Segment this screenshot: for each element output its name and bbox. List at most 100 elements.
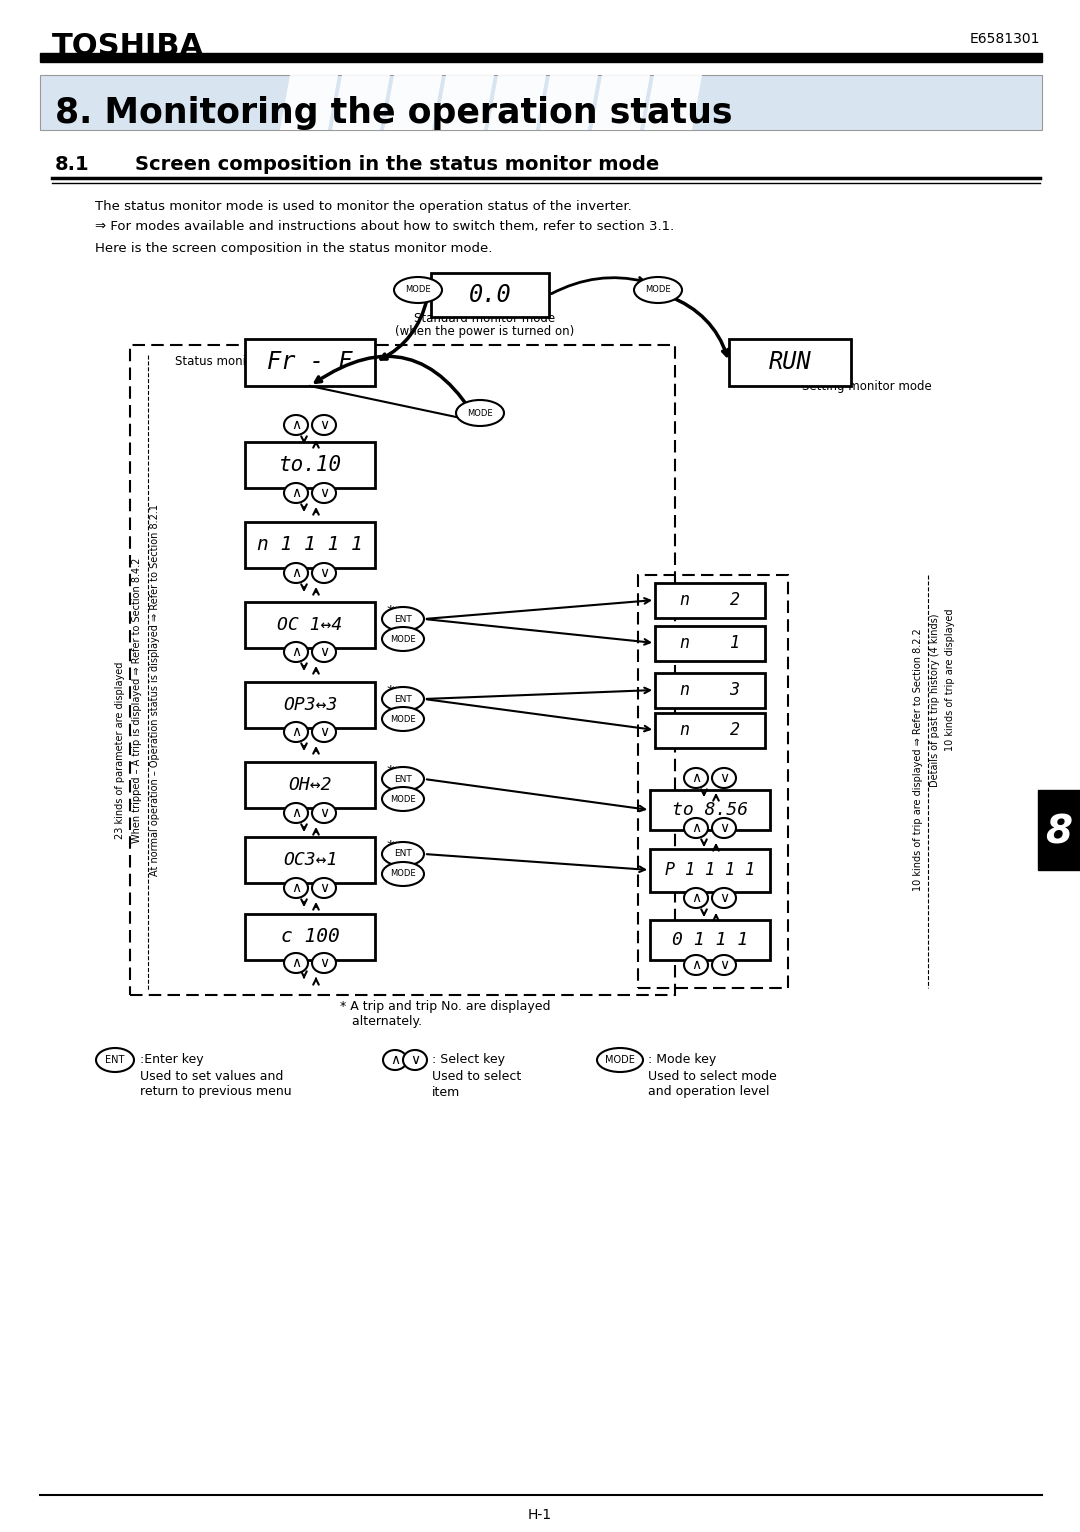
Text: ENT: ENT — [394, 775, 411, 783]
Text: ∧: ∧ — [691, 771, 701, 784]
Ellipse shape — [684, 889, 708, 908]
Polygon shape — [592, 75, 650, 130]
Ellipse shape — [284, 803, 308, 823]
Text: ENT: ENT — [394, 614, 411, 624]
Ellipse shape — [284, 642, 308, 662]
Bar — [245, 915, 375, 961]
Bar — [638, 574, 788, 988]
Text: ∧: ∧ — [390, 1052, 400, 1066]
Ellipse shape — [284, 483, 308, 502]
Text: n    2: n 2 — [680, 722, 740, 738]
Text: MODE: MODE — [390, 870, 416, 878]
Text: to.10: to.10 — [279, 455, 341, 475]
Text: MODE: MODE — [645, 285, 671, 294]
Ellipse shape — [684, 818, 708, 838]
Text: ∧: ∧ — [691, 821, 701, 835]
Ellipse shape — [312, 562, 336, 584]
Text: MODE: MODE — [468, 409, 492, 418]
Text: OC 1↔4: OC 1↔4 — [278, 616, 342, 634]
Text: MODE: MODE — [405, 285, 431, 294]
Ellipse shape — [383, 1049, 407, 1069]
Text: *: * — [387, 685, 394, 700]
Bar — [729, 339, 851, 386]
Ellipse shape — [382, 863, 424, 885]
Polygon shape — [384, 75, 442, 130]
Ellipse shape — [284, 562, 308, 584]
Text: ∨: ∨ — [410, 1052, 420, 1066]
Text: * A trip and trip No. are displayed
   alternately.: * A trip and trip No. are displayed alte… — [340, 1000, 551, 1028]
Ellipse shape — [382, 627, 424, 651]
Text: At normal operation – Operation status is displayed ⇒ Refer to Section 8.2.1: At normal operation – Operation status i… — [150, 504, 160, 876]
Text: ∨: ∨ — [719, 771, 729, 784]
Ellipse shape — [312, 722, 336, 741]
Text: E6581301: E6581301 — [970, 32, 1040, 46]
Ellipse shape — [394, 277, 442, 303]
Text: Details of past trip history (4 kinds): Details of past trip history (4 kinds) — [930, 613, 940, 787]
Ellipse shape — [96, 1048, 134, 1072]
Text: ∧: ∧ — [291, 881, 301, 895]
Ellipse shape — [684, 768, 708, 787]
Text: ∨: ∨ — [319, 565, 329, 581]
Ellipse shape — [312, 803, 336, 823]
Ellipse shape — [712, 768, 735, 787]
Bar — [650, 849, 770, 892]
Bar — [245, 339, 375, 386]
Text: n    2: n 2 — [680, 591, 740, 610]
Polygon shape — [540, 75, 598, 130]
Ellipse shape — [597, 1048, 643, 1072]
Text: *: * — [387, 764, 394, 780]
Text: MODE: MODE — [390, 634, 416, 643]
Text: Fr - F: Fr - F — [267, 349, 353, 374]
Text: 0.0: 0.0 — [469, 283, 511, 306]
Text: to 8.56: to 8.56 — [672, 801, 748, 820]
Ellipse shape — [284, 415, 308, 435]
Text: ENT: ENT — [394, 694, 411, 703]
Text: The status monitor mode is used to monitor the operation status of the inverter.: The status monitor mode is used to monit… — [95, 201, 632, 213]
Ellipse shape — [312, 483, 336, 502]
Text: n    1: n 1 — [680, 634, 740, 653]
Text: ENT: ENT — [394, 850, 411, 858]
Text: n 1 1 1 1: n 1 1 1 1 — [257, 536, 363, 555]
Ellipse shape — [684, 954, 708, 974]
Bar — [650, 921, 770, 961]
Text: ∨: ∨ — [319, 725, 329, 738]
Text: ∧: ∧ — [291, 725, 301, 738]
Bar — [245, 522, 375, 568]
Text: *: * — [387, 605, 394, 620]
Ellipse shape — [382, 787, 424, 810]
Polygon shape — [280, 75, 338, 130]
Ellipse shape — [312, 953, 336, 973]
Text: ∧: ∧ — [291, 486, 301, 499]
Text: : Select key: : Select key — [432, 1054, 505, 1066]
Text: Standard monitor mode: Standard monitor mode — [415, 313, 555, 325]
Text: OP3↔3: OP3↔3 — [283, 696, 337, 714]
Bar — [40, 75, 1042, 130]
Ellipse shape — [312, 878, 336, 898]
Text: ∨: ∨ — [719, 821, 729, 835]
Text: ∧: ∧ — [291, 956, 301, 970]
Text: Status monitor mode: Status monitor mode — [175, 355, 300, 368]
Polygon shape — [332, 75, 390, 130]
Text: 8.1: 8.1 — [55, 155, 90, 175]
Text: ∨: ∨ — [319, 418, 329, 432]
Bar — [245, 761, 375, 807]
Bar — [245, 443, 375, 489]
Text: return to previous menu: return to previous menu — [140, 1086, 292, 1098]
Text: Setting monitor mode: Setting monitor mode — [802, 380, 932, 394]
Bar — [650, 791, 770, 830]
Text: When tripped – A trip is displayed ⇒ Refer to Section 8.4.2: When tripped – A trip is displayed ⇒ Ref… — [132, 558, 141, 843]
Text: *: * — [387, 840, 394, 855]
Text: OH↔2: OH↔2 — [288, 777, 332, 794]
Ellipse shape — [382, 686, 424, 711]
Text: and operation level: and operation level — [648, 1086, 769, 1098]
Ellipse shape — [312, 642, 336, 662]
Text: ∧: ∧ — [291, 806, 301, 820]
Bar — [654, 582, 765, 617]
Text: Here is the screen composition in the status monitor mode.: Here is the screen composition in the st… — [95, 242, 492, 254]
Text: 10 kinds of trip are displayed: 10 kinds of trip are displayed — [945, 608, 955, 751]
Ellipse shape — [382, 843, 424, 866]
Ellipse shape — [382, 768, 424, 791]
Text: MODE: MODE — [605, 1056, 635, 1065]
Text: ∨: ∨ — [319, 645, 329, 659]
Ellipse shape — [284, 878, 308, 898]
